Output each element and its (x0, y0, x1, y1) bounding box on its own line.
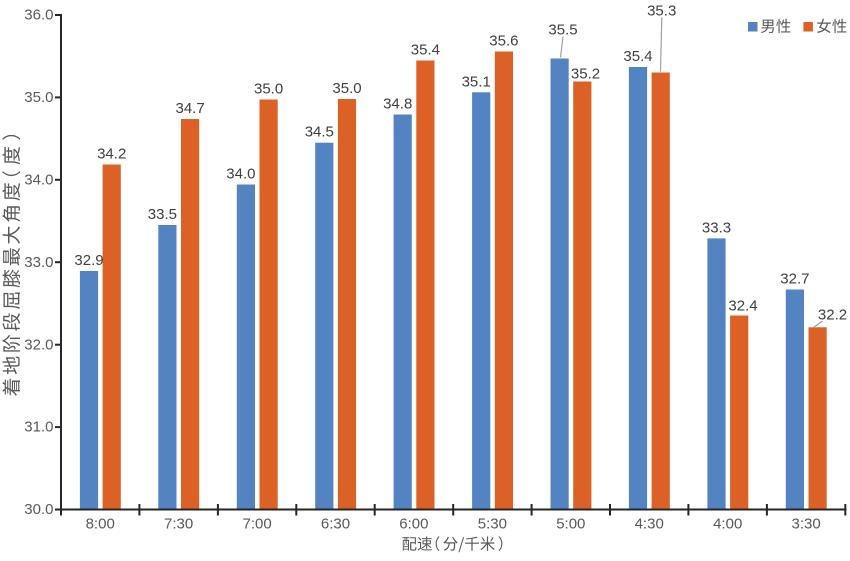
svg-text:31.0: 31.0 (24, 419, 53, 436)
svg-text:35.0: 35.0 (254, 81, 283, 98)
svg-text:35.1: 35.1 (462, 73, 491, 90)
svg-text:35.0: 35.0 (332, 80, 361, 97)
svg-text:5:30: 5:30 (478, 516, 507, 533)
svg-text:36.0: 36.0 (24, 7, 53, 24)
svg-text:32.0: 32.0 (24, 336, 53, 353)
svg-text:32.2: 32.2 (818, 307, 847, 324)
svg-text:34.5: 34.5 (305, 124, 334, 141)
svg-text:34.0: 34.0 (24, 171, 53, 188)
svg-text:34.0: 34.0 (226, 166, 255, 183)
svg-text:5:00: 5:00 (556, 516, 585, 533)
svg-text:30.0: 30.0 (24, 501, 53, 518)
svg-text:35.6: 35.6 (489, 33, 518, 50)
svg-text:8:00: 8:00 (86, 516, 115, 533)
svg-text:35.3: 35.3 (647, 3, 676, 20)
svg-text:6:00: 6:00 (399, 516, 428, 533)
svg-text:35.4: 35.4 (411, 42, 440, 59)
svg-text:35.5: 35.5 (548, 22, 577, 39)
svg-text:7:00: 7:00 (242, 516, 271, 533)
svg-text:34.2: 34.2 (97, 146, 126, 163)
svg-text:32.4: 32.4 (728, 298, 757, 315)
svg-text:4:30: 4:30 (635, 516, 664, 533)
svg-text:4:00: 4:00 (713, 516, 742, 533)
svg-text:33.3: 33.3 (702, 219, 731, 236)
svg-text:32.9: 32.9 (74, 252, 103, 269)
svg-text:6:30: 6:30 (321, 516, 350, 533)
svg-text:7:30: 7:30 (164, 516, 193, 533)
svg-text:3:30: 3:30 (791, 516, 820, 533)
svg-text:35.0: 35.0 (24, 89, 53, 106)
svg-text:33.0: 33.0 (24, 254, 53, 271)
svg-text:32.7: 32.7 (780, 271, 809, 288)
svg-text:34.7: 34.7 (175, 100, 204, 117)
svg-text:33.5: 33.5 (148, 206, 177, 223)
svg-text:35.2: 35.2 (571, 66, 600, 83)
svg-text:34.8: 34.8 (383, 96, 412, 113)
svg-text:35.4: 35.4 (623, 48, 652, 65)
